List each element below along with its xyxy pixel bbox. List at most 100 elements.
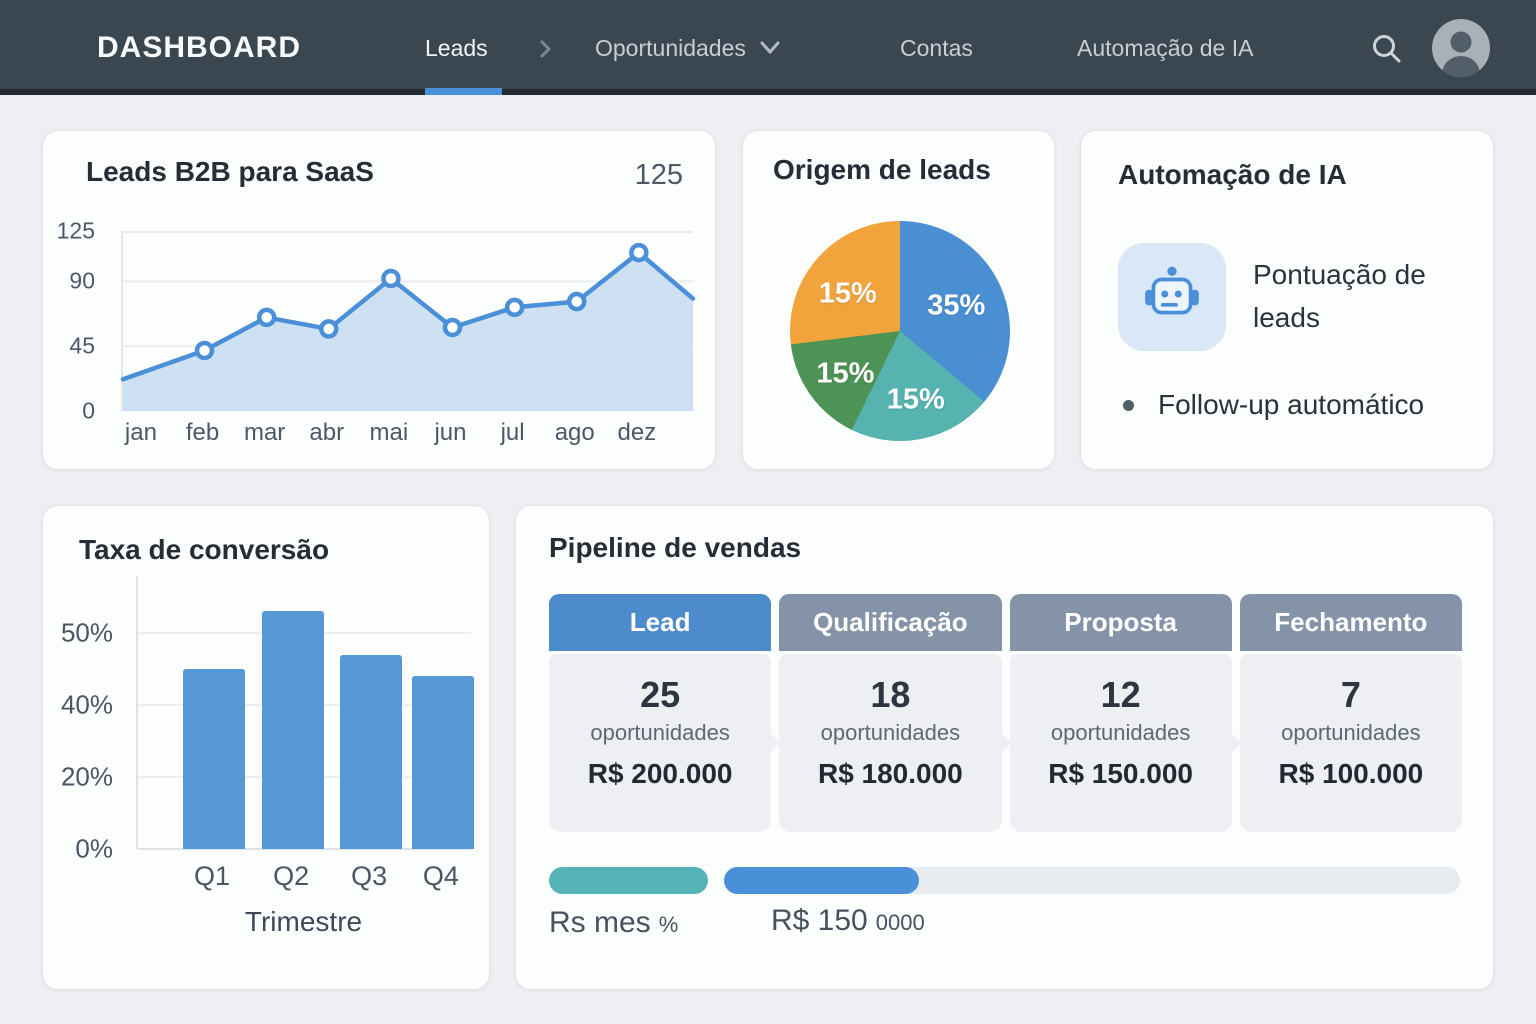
bar-Q1 <box>183 669 246 849</box>
pipeline-stage-body-lead: 25 oportunidades R$ 200.000 <box>549 654 772 832</box>
x-tick-label: Q2 <box>273 861 310 891</box>
card-title-leads: Leads B2B para SaaS <box>86 156 374 187</box>
taxa-chart-y-axis: 0% 20% 40% 50% <box>43 576 125 864</box>
active-tab-underline <box>425 88 502 95</box>
origem-pie-card: Origem de leads 35% 15% 15% 15% <box>742 130 1055 470</box>
nav-item-oportunidades-label: Oportunidades <box>595 35 746 61</box>
taxa-chart-x-axis-title: Trimestre <box>244 906 363 937</box>
ia-feature-primary: Pontuação de leads <box>1253 259 1426 334</box>
stage-value: R$ 150.000 <box>1048 758 1194 789</box>
stage-value: R$ 100.000 <box>1278 758 1424 789</box>
robot-icon <box>1141 264 1203 331</box>
progress-label-left: Rs mes% <box>549 906 678 940</box>
card-title-origem: Origem de leads <box>773 154 991 185</box>
x-tick-label: abr <box>309 419 345 446</box>
nav-item-leads-label: Leads <box>425 35 488 61</box>
avatar[interactable] <box>1432 19 1490 77</box>
pie-slice-label: 15% <box>818 277 877 310</box>
progress-bar-teal <box>549 867 708 894</box>
card-title-automacao: Automação de IA <box>1118 159 1347 190</box>
pipeline-stage-proposta: Proposta 12 oportunidades R$ 150.000 <box>1009 594 1232 832</box>
y-tick-label: 45 <box>69 332 95 359</box>
stage-count-label: oportunidades <box>1050 720 1191 745</box>
x-tick-label: dez <box>617 419 657 446</box>
chevron-down-icon <box>758 35 782 62</box>
y-tick-label: 50% <box>60 617 113 648</box>
pipeline-stage-fechamento: Fechamento 7 oportunidades R$ 100.000 <box>1239 594 1462 832</box>
pipeline-card: Pipeline de vendas Lead 25 oportunidades… <box>515 505 1494 990</box>
nav-item-automacao-label: Automação de IA <box>1077 35 1254 61</box>
pie-slice-label: 15% <box>816 357 875 390</box>
stage-count-label: oportunidades <box>1281 720 1421 745</box>
leads-total-value: 125 <box>634 159 683 191</box>
x-tick-label: jun <box>434 419 467 446</box>
progress-label-right: R$ 150 0000 <box>771 904 925 938</box>
stage-count-label: oportunidades <box>590 720 730 745</box>
x-tick-label: jan <box>124 419 157 446</box>
y-tick-label: 0 <box>82 397 95 424</box>
pipeline-stages: Lead 25 oportunidades R$ 200.000 Qualifi… <box>549 594 1462 832</box>
progress-label-right-suffix: 0000 <box>875 910 925 935</box>
pipeline-stage-body-fechamento: 7 oportunidades R$ 100.000 <box>1239 654 1462 832</box>
pipeline-stage-qualificacao: Qualificação 18 oportunidades R$ 180.000 <box>779 594 1002 832</box>
chevron-right-icon <box>535 38 555 65</box>
bar-Q4 <box>411 676 474 849</box>
pipeline-stage-lead: Lead 25 oportunidades R$ 200.000 <box>549 594 772 832</box>
bar-Q2 <box>262 611 325 849</box>
pipeline-stage-header-lead[interactable]: Lead <box>549 594 772 651</box>
pipeline-stage-body-proposta: 12 oportunidades R$ 150.000 <box>1009 654 1232 832</box>
pie-slice-label: 15% <box>886 383 945 416</box>
nav-item-contas-label: Contas <box>900 35 973 61</box>
x-tick-label: feb <box>185 419 220 446</box>
x-tick-label: mar <box>243 419 286 446</box>
progress-bar-fill <box>724 867 920 894</box>
leads-chart-card: Leads B2B para SaaS 125 0 45 90 125 jan feb m… <box>42 130 716 470</box>
nav-item-leads[interactable]: Leads <box>425 35 488 62</box>
x-tick-label: jul <box>500 419 525 446</box>
taxa-bar-chart <box>136 576 474 850</box>
stage-value: R$ 200.000 <box>587 758 733 789</box>
pipeline-stage-header-proposta[interactable]: Proposta <box>1009 594 1232 651</box>
progress-bar-track <box>724 867 1460 894</box>
bar-Q3 <box>340 655 403 849</box>
robot-icon-tile <box>1118 243 1226 351</box>
x-tick-label: ago <box>554 419 595 446</box>
y-tick-label: 20% <box>60 761 113 792</box>
nav-item-oportunidades[interactable]: Oportunidades <box>595 35 782 62</box>
ia-feature-secondary-row: Follow-up automático <box>1123 389 1424 421</box>
bullet-icon <box>1123 399 1134 411</box>
origem-pie-chart: 35% 15% 15% 15% <box>790 221 1010 441</box>
automacao-ia-card: Automação de IA Pontuação de leads Follo… <box>1080 130 1494 470</box>
stage-count: 7 <box>1340 674 1361 715</box>
progress-label-left-suffix: % <box>658 912 679 937</box>
y-tick-label: 125 <box>56 217 95 244</box>
stage-count: 12 <box>1100 674 1141 715</box>
progress-label-right-main: R$ 150 <box>771 904 868 937</box>
search-icon[interactable] <box>1370 32 1404 71</box>
stage-value: R$ 180.000 <box>817 758 963 789</box>
x-tick-label: Q4 <box>422 861 459 891</box>
pie-slice-label: 35% <box>927 289 986 322</box>
y-tick-label: 40% <box>60 689 113 720</box>
gridline <box>138 848 471 850</box>
taxa-conversao-card: Taxa de conversão 0% 20% 40% 50% Q1 Q2 Q3 Q4 T… <box>42 505 490 990</box>
nav-item-automacao-de-ia[interactable]: Automação de IA <box>1077 35 1253 62</box>
card-title-taxa: Taxa de conversão <box>79 534 330 565</box>
leads-line-chart <box>120 231 696 411</box>
nav-item-contas[interactable]: Contas <box>900 35 973 62</box>
pipeline-stage-header-fechamento[interactable]: Fechamento <box>1239 594 1462 651</box>
leads-chart-x-axis: jan feb mar abr mai jun jul ago dez <box>121 419 691 449</box>
stage-count: 18 <box>870 674 911 715</box>
card-title-pipeline: Pipeline de vendas <box>549 532 802 563</box>
top-navbar: DASHBOARD Leads Oportunidades Contas Aut… <box>0 0 1536 95</box>
taxa-chart-x-axis: Q1 Q2 Q3 Q4 <box>136 861 471 893</box>
ia-feature-secondary: Follow-up automático <box>1158 389 1425 420</box>
x-tick-label: mai <box>369 419 409 446</box>
pipeline-stage-body-qualificacao: 18 oportunidades R$ 180.000 <box>779 654 1002 832</box>
app-title: DASHBOARD <box>97 31 301 64</box>
pipeline-stage-header-qualificacao[interactable]: Qualificação <box>779 594 1002 651</box>
progress-label-left-main: Rs mes <box>549 906 651 939</box>
stage-count-label: oportunidades <box>820 720 961 745</box>
x-tick-label: Q3 <box>351 861 388 891</box>
